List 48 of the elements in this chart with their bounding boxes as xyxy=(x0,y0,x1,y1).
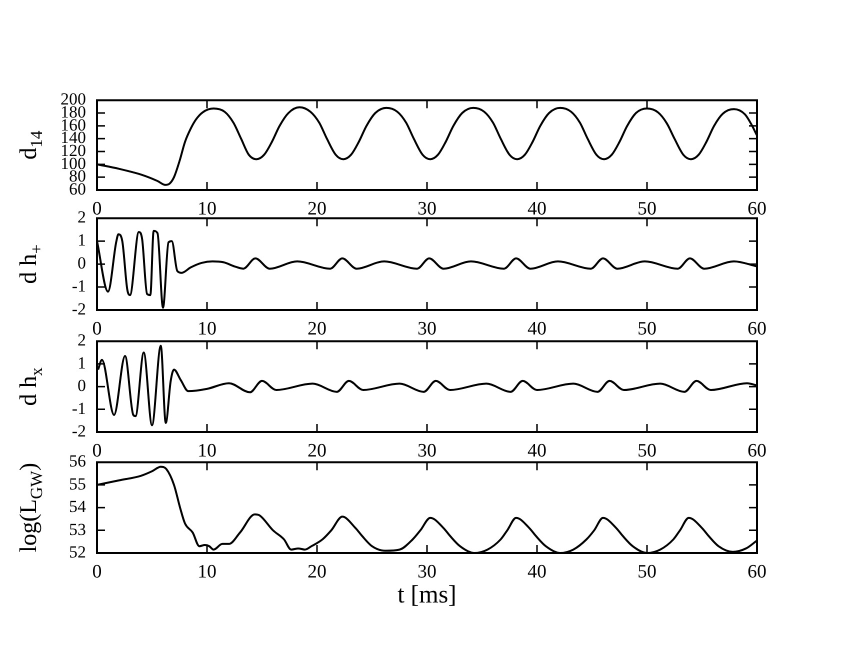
y-tick-label: -1 xyxy=(72,398,86,418)
x-tick-label: 40 xyxy=(528,198,546,220)
x-tick-label: 60 xyxy=(748,318,766,340)
x-tick-label: 40 xyxy=(528,561,546,582)
y-tick-label: 2 xyxy=(78,208,86,227)
y-tick-label: -1 xyxy=(72,276,86,296)
x-tick-label: 30 xyxy=(418,561,436,582)
y-axis-title: log(LGW) xyxy=(16,462,46,552)
x-tick-label: 40 xyxy=(528,440,546,462)
y-tick-label: -2 xyxy=(72,421,86,440)
x-tick-label: 50 xyxy=(638,318,656,340)
x-tick-label: 20 xyxy=(308,198,326,220)
x-tick-label: 30 xyxy=(418,318,436,340)
x-tick-label: 20 xyxy=(308,561,326,582)
y-axis-title: d hx xyxy=(16,366,46,406)
x-tick-label: 60 xyxy=(748,198,766,220)
y-tick-label: -2 xyxy=(72,299,86,318)
x-tick-label: 20 xyxy=(308,318,326,340)
x-tick-label: 40 xyxy=(528,318,546,340)
x-tick-label: 10 xyxy=(198,318,216,340)
y-tick-label: 1 xyxy=(78,353,86,372)
x-tick-label: 30 xyxy=(418,440,436,462)
x-tick-label: 60 xyxy=(748,561,766,582)
y-tick-label: 55 xyxy=(69,474,86,494)
x-axis-title: t [ms] xyxy=(397,582,457,609)
y-tick-label: 52 xyxy=(69,542,86,562)
y-tick-label: 53 xyxy=(69,520,86,539)
y-axis-title: d h+ xyxy=(16,244,46,284)
x-tick-label: 0 xyxy=(92,561,102,582)
y-tick-label: 2 xyxy=(78,330,86,350)
x-tick-label: 0 xyxy=(92,198,102,220)
x-tick-label: 0 xyxy=(92,440,102,462)
x-tick-label: 60 xyxy=(748,440,766,462)
y-axis-title: d14 xyxy=(16,130,46,160)
x-tick-label: 0 xyxy=(92,318,102,340)
y-tick-label: 56 xyxy=(69,452,86,471)
x-tick-label: 50 xyxy=(638,198,656,220)
x-tick-label: 50 xyxy=(638,561,656,582)
y-tick-label: 54 xyxy=(69,497,86,516)
x-tick-label: 20 xyxy=(308,440,326,462)
x-tick-label: 50 xyxy=(638,440,656,462)
y-tick-label: 1 xyxy=(78,230,86,250)
y-tick-label: 0 xyxy=(78,376,86,396)
y-tick-label: 0 xyxy=(78,254,86,273)
x-tick-label: 10 xyxy=(198,561,216,582)
x-tick-label: 10 xyxy=(198,198,216,220)
x-tick-label: 30 xyxy=(418,198,436,220)
x-tick-label: 10 xyxy=(198,440,216,462)
